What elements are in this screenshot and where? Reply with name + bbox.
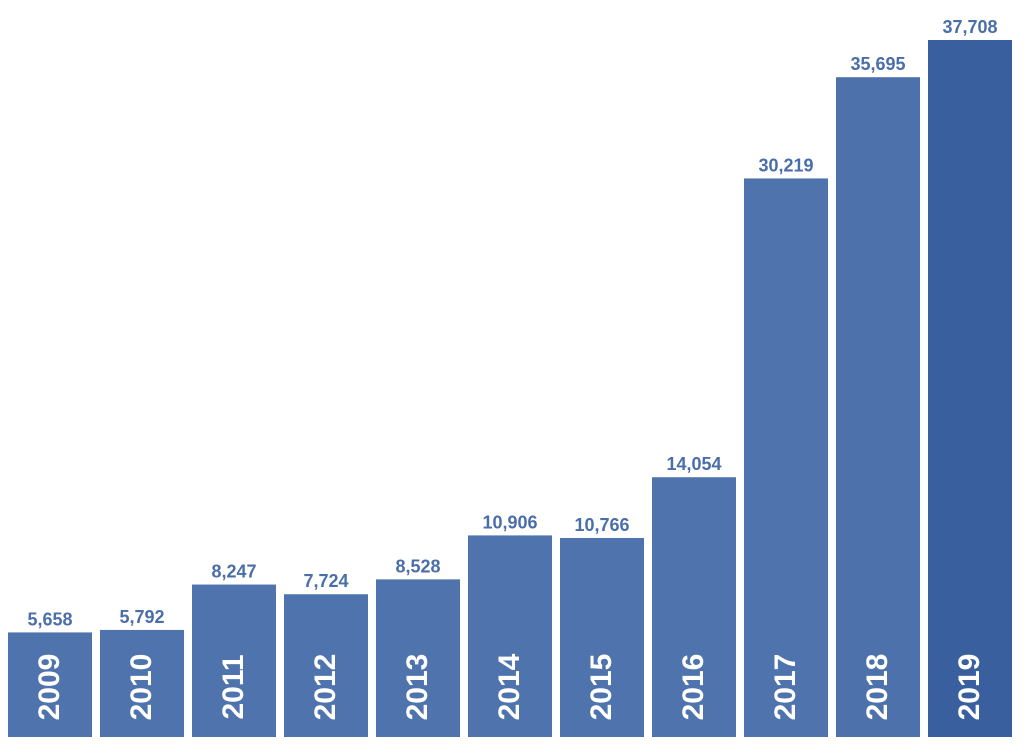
bar	[192, 584, 276, 737]
bar	[836, 77, 920, 738]
category-label: 2013	[401, 654, 434, 721]
category-label: 2019	[953, 654, 986, 721]
value-label: 8,247	[211, 562, 256, 582]
bar	[376, 579, 460, 737]
value-label: 7,724	[303, 571, 348, 591]
category-label: 2011	[217, 654, 250, 719]
value-label: 10,766	[574, 515, 629, 535]
category-label: 2015	[585, 654, 618, 721]
value-label: 5,792	[119, 607, 164, 627]
category-label: 2010	[125, 654, 158, 721]
value-label: 35,695	[850, 54, 905, 74]
bar	[744, 178, 828, 737]
category-label: 2017	[769, 654, 802, 721]
category-label: 2016	[677, 654, 710, 721]
value-label: 30,219	[758, 155, 813, 175]
bar	[284, 594, 368, 737]
bar	[652, 477, 736, 737]
category-label: 2014	[493, 653, 526, 720]
value-label: 5,658	[27, 609, 72, 629]
bar	[8, 632, 92, 737]
category-label: 2009	[33, 654, 66, 721]
bar	[100, 629, 184, 737]
category-label: 2018	[861, 654, 894, 721]
value-label: 10,906	[482, 512, 537, 532]
bar	[928, 40, 1012, 737]
bar	[468, 535, 552, 737]
category-label: 2012	[309, 654, 342, 721]
value-label: 14,054	[666, 454, 721, 474]
value-label: 37,708	[942, 17, 997, 37]
value-label: 8,528	[395, 556, 440, 576]
bar	[560, 537, 644, 737]
